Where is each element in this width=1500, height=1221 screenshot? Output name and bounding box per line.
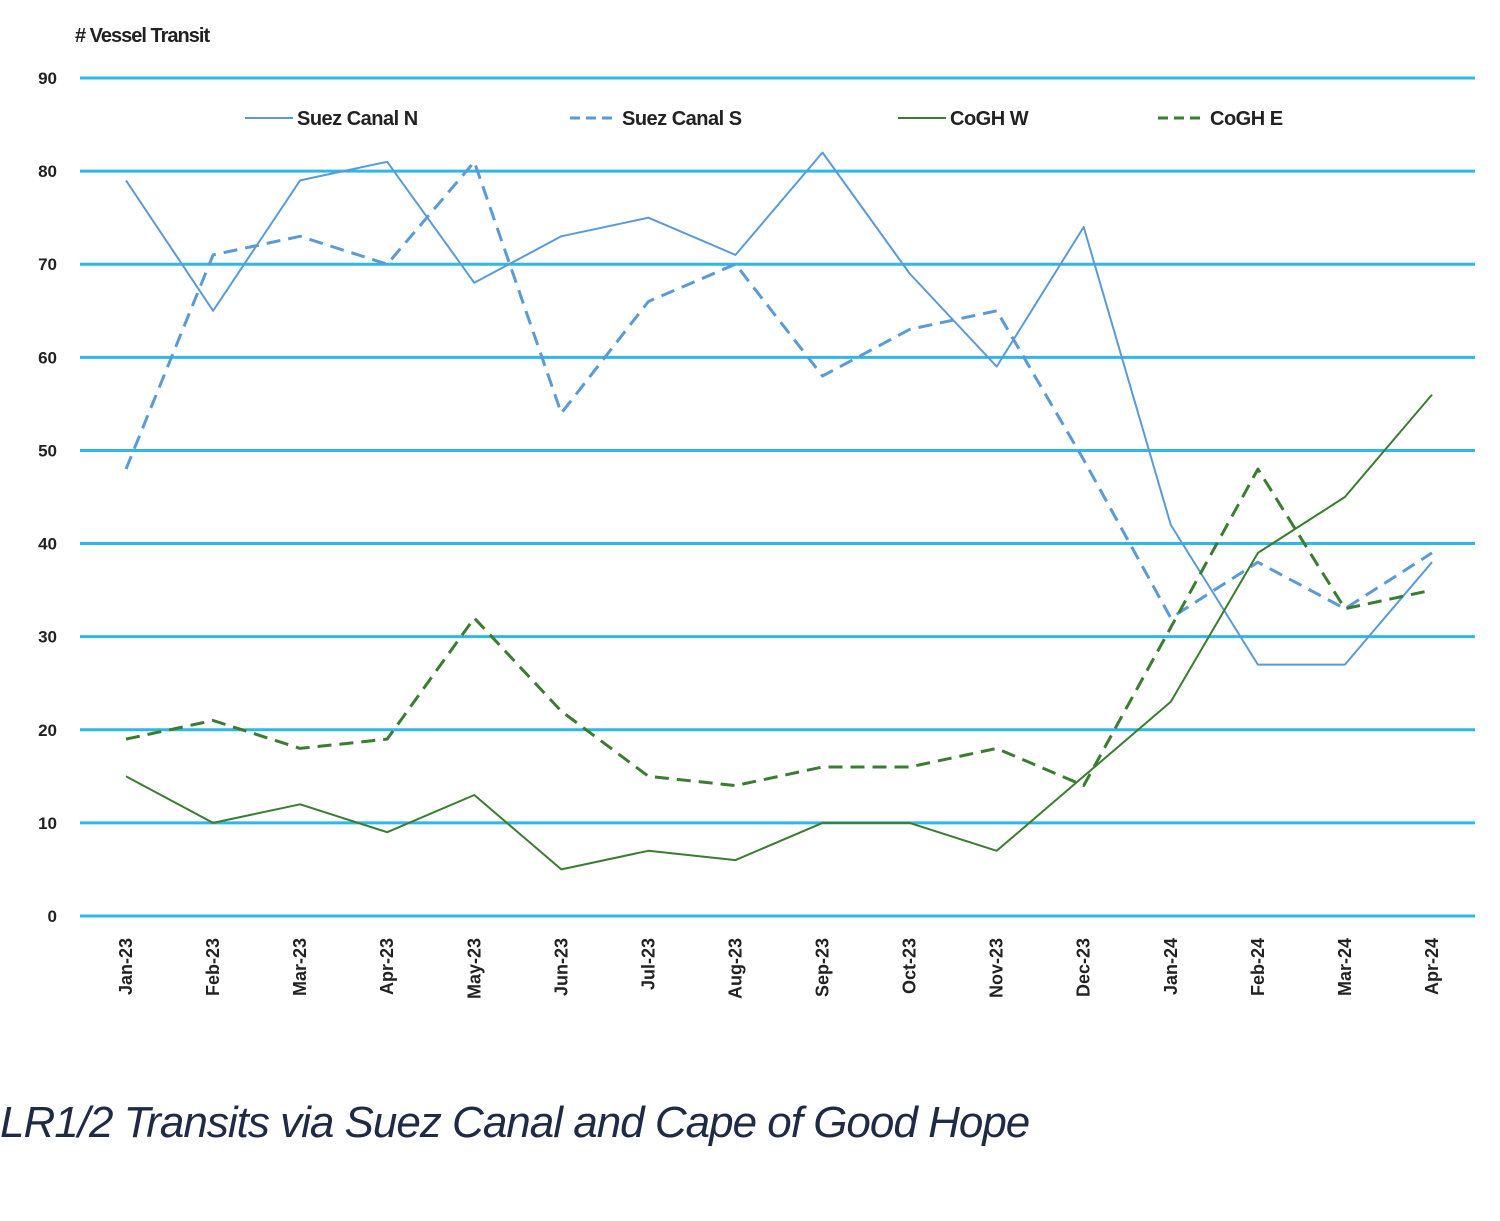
- y-tick-label: 0: [48, 907, 57, 926]
- chart-caption: LR1/2 Transits via Suez Canal and Cape o…: [0, 1098, 1030, 1147]
- legend-label: Suez Canal N: [297, 108, 418, 130]
- x-tick-label: May-23: [464, 938, 484, 999]
- x-tick-label: Jan-23: [116, 938, 136, 995]
- y-tick-label: 80: [38, 162, 57, 181]
- y-tick-label: 50: [38, 441, 57, 460]
- series-line-suez-canal-n: [125, 151, 1433, 666]
- legend-label: CoGH W: [950, 108, 1029, 130]
- y-tick-label: 70: [38, 255, 57, 274]
- x-tick-label: Dec-23: [1074, 938, 1094, 997]
- legend-label: Suez Canal S: [622, 108, 742, 130]
- x-tick-label: Feb-24: [1248, 938, 1268, 996]
- y-tick-label: 60: [38, 348, 57, 367]
- y-axis-label: # Vessel Transit: [75, 25, 210, 47]
- x-tick-label: Feb-23: [203, 938, 223, 996]
- x-tick-label: Oct-23: [900, 938, 920, 994]
- x-tick-label: Apr-24: [1422, 938, 1442, 995]
- series-line-suez-canal-s: [124, 160, 1433, 620]
- legend-label: CoGH E: [1210, 108, 1283, 130]
- legend: Suez Canal N Suez Canal S CoGH W CoGH E: [245, 108, 1283, 130]
- x-tick-labels: Jan-23 Feb-23 Mar-23 Apr-23 May-23 Jun-23 Jul-…: [116, 938, 1442, 999]
- y-tick-labels: 0 10 20 30 40 50 60 70 80 90: [38, 69, 57, 926]
- x-tick-label: Aug-23: [725, 938, 745, 999]
- x-tick-label: Nov-23: [987, 938, 1007, 998]
- y-tick-label: 20: [38, 721, 57, 740]
- x-tick-label: Mar-23: [290, 938, 310, 996]
- x-tick-label: Jan-24: [1161, 938, 1181, 995]
- y-tick-label: 30: [38, 628, 57, 647]
- y-tick-label: 10: [38, 814, 57, 833]
- x-tick-label: Mar-24: [1335, 938, 1355, 996]
- gridlines: [80, 76, 1475, 918]
- series-line-cogh-w: [125, 393, 1433, 871]
- series-lines: [124, 151, 1433, 871]
- x-tick-label: Jul-23: [638, 938, 658, 990]
- series-line-cogh-e: [125, 467, 1433, 788]
- x-tick-label: Jun-23: [551, 938, 571, 996]
- x-tick-label: Apr-23: [377, 938, 397, 995]
- y-tick-label: 90: [38, 69, 57, 88]
- x-tick-label: Sep-23: [813, 938, 833, 997]
- y-tick-label: 40: [38, 535, 57, 554]
